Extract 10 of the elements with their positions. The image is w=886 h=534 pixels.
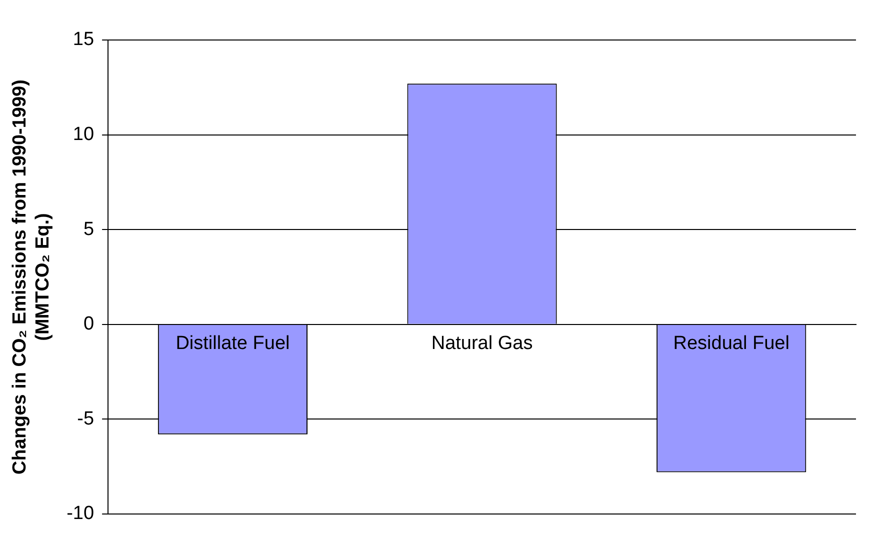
y-tick-label: 10 xyxy=(72,124,94,146)
x-tick-label: Residual Fuel xyxy=(673,333,790,354)
y-tick-label: 15 xyxy=(72,29,94,50)
x-tick-label: Natural Gas xyxy=(431,333,533,354)
y-tick-label: 0 xyxy=(83,314,94,335)
y-axis-title: Changes in CO₂ Emissions from 1990-1999) (MMTCO₂ Eq.) xyxy=(10,80,54,474)
y-tick-label: -5 xyxy=(77,408,94,430)
y-tick-label: -10 xyxy=(66,503,94,524)
x-tick-label: Distillate Fuel xyxy=(176,333,290,354)
y-tick-label: 5 xyxy=(83,218,94,240)
